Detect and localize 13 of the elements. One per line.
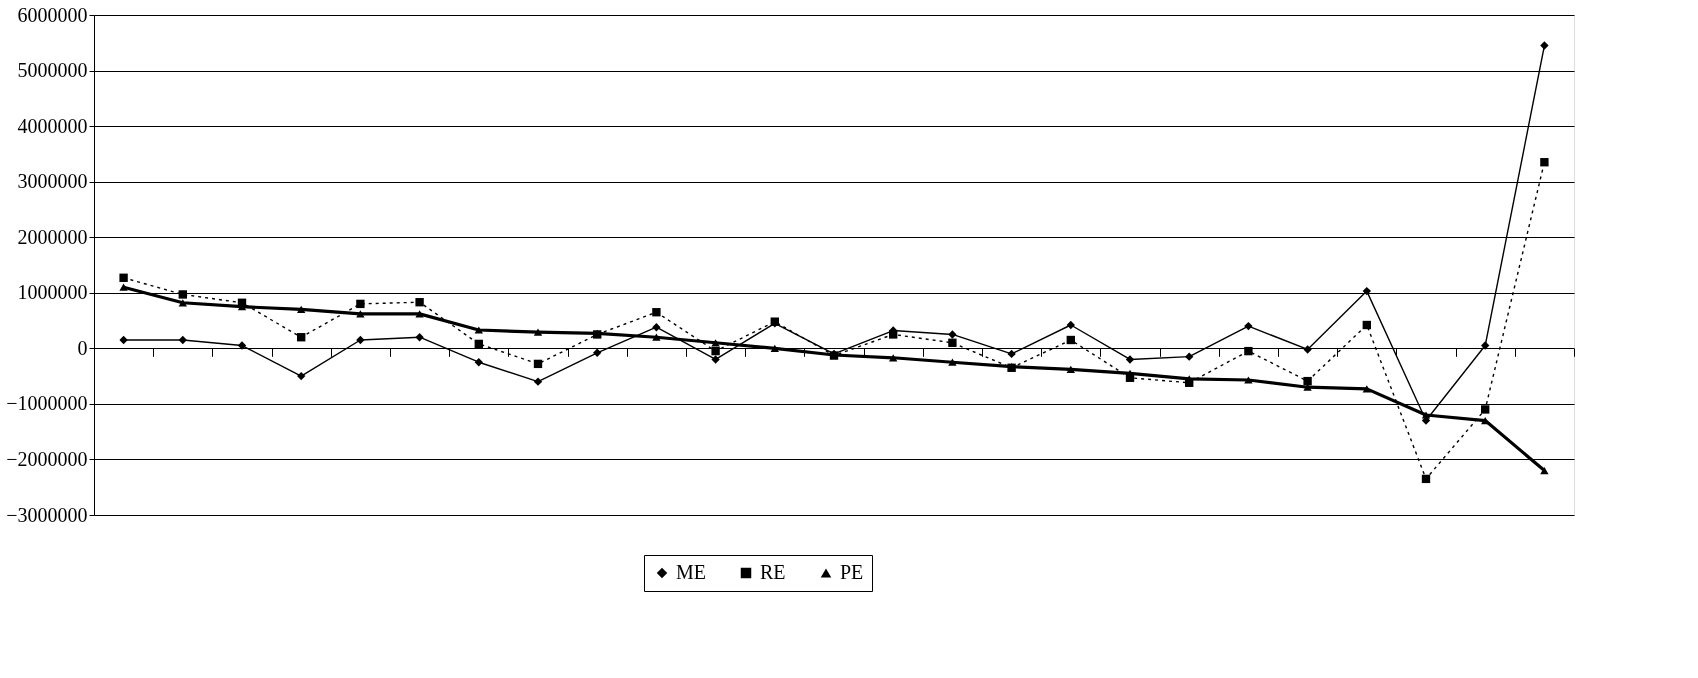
y-tick-label: 1000000	[17, 281, 88, 304]
y-tick-label: −2000000	[6, 447, 88, 470]
y-tick-label: 0	[77, 336, 88, 359]
y-tick-label: −3000000	[6, 503, 88, 526]
legend-label: ME	[676, 561, 706, 583]
y-tick-label: 5000000	[17, 59, 88, 82]
y-tick-label: 4000000	[17, 114, 88, 137]
legend-label: PE	[840, 561, 864, 583]
y-tick-label: −1000000	[6, 392, 88, 415]
y-tick-label: 6000000	[17, 3, 88, 26]
y-tick-label: 3000000	[17, 170, 88, 193]
legend-label: RE	[760, 561, 786, 583]
y-tick-label: 2000000	[17, 225, 88, 248]
